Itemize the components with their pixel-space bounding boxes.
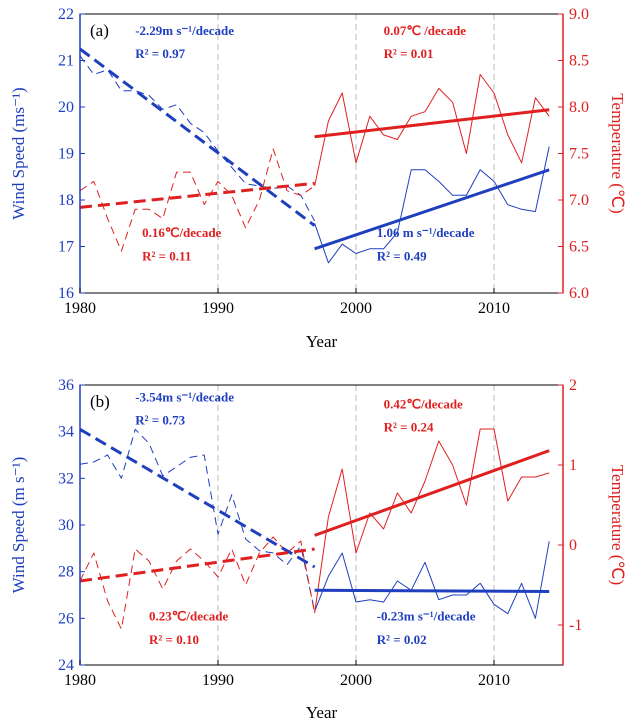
- y-right-tick-label: 7.0: [569, 192, 589, 209]
- series-line-wind-0: [79, 55, 316, 222]
- series-line-wind-1: [314, 146, 550, 264]
- series-line-wind-1: [314, 541, 550, 619]
- annotation-temp-5: R² = 0.10: [149, 632, 199, 647]
- annotation-wind-0: -2.29m s⁻¹/decade: [135, 23, 234, 38]
- y-left-tick-label: 26: [58, 610, 74, 627]
- x-tick-label: 2010: [478, 672, 510, 689]
- annotation-wind-7: R² = 0.02: [377, 632, 427, 647]
- y-left-tick-label: 30: [58, 517, 74, 534]
- chart-panel-b: 1980 1990 2000 2010 24 26 28 30 32 34 36 -1 0 1 2 Year W…: [9, 377, 627, 722]
- annotation-wind-6: -0.23m s⁻¹/decade: [377, 609, 476, 624]
- y-left-tick-label: 34: [58, 424, 74, 441]
- y-left-tick-label: 22: [58, 6, 74, 23]
- x-tick-label: 1980: [64, 300, 96, 317]
- annotation-wind-1: R² = 0.73: [135, 413, 185, 428]
- series-line-temp-3: [314, 428, 550, 614]
- y-left-tick-label: 20: [58, 99, 74, 116]
- annotation-wind-6: 1.06 m s⁻¹/decade: [377, 225, 475, 240]
- y-left-axis-label: Wind Speed (ms⁻¹): [9, 87, 28, 219]
- panel-label: (b): [90, 392, 110, 411]
- y-right-tick-label: 8.5: [569, 53, 589, 70]
- y-left-tick-label: 18: [58, 192, 74, 209]
- y-left-tick-label: 24: [58, 657, 74, 674]
- annotation-temp-4: 0.16℃/decade: [142, 225, 221, 240]
- trend-line-wind-5: [314, 168, 550, 251]
- y-left-tick-label: 16: [58, 285, 74, 302]
- series-line-temp-2: [79, 148, 315, 252]
- panel-label: (a): [90, 21, 109, 40]
- y-right-tick-label: 6.5: [569, 239, 589, 256]
- y-right-tick-label: 7.5: [569, 146, 589, 163]
- y-right-tick-label: 1: [569, 457, 577, 474]
- y-right-tick-label: 0: [569, 537, 577, 554]
- annotation-wind-0: -3.54m s⁻¹/decade: [135, 389, 234, 404]
- y-right-tick-label: 2: [569, 377, 577, 394]
- annotation-temp-4: 0.23℃/decade: [149, 609, 228, 624]
- series-line-temp-2: [79, 536, 316, 630]
- x-tick-label: 2000: [340, 300, 372, 317]
- trend-line-temp-6: [79, 547, 315, 583]
- trend-line-wind-5: [314, 588, 550, 593]
- y-right-axis-label: Temperature (℃): [608, 93, 627, 213]
- y-left-tick-label: 32: [58, 470, 74, 487]
- y-right-tick-label: 6.0: [569, 285, 589, 302]
- y-left-tick-label: 19: [58, 146, 74, 163]
- trend-line-wind-4: [79, 428, 316, 569]
- series-line-temp-3: [314, 74, 550, 187]
- x-axis-label: Year: [306, 332, 338, 351]
- y-left-axis-label: Wind Speed (m s⁻¹): [9, 457, 28, 594]
- x-tick-label: 1990: [202, 672, 234, 689]
- x-tick-label: 2010: [478, 300, 510, 317]
- annotation-temp-3: R² = 0.24: [384, 420, 434, 435]
- y-right-tick-label: -1: [569, 617, 582, 634]
- x-tick-label: 2000: [340, 672, 372, 689]
- y-left-tick-label: 36: [58, 377, 74, 394]
- annotation-wind-7: R² = 0.49: [377, 248, 427, 263]
- y-left-tick-label: 28: [58, 564, 74, 581]
- trend-line-temp-6: [79, 181, 315, 209]
- x-axis-label: Year: [306, 703, 338, 722]
- y-right-tick-label: 8.0: [569, 99, 589, 116]
- chart-panel-a: 1980 1990 2000 2010 16 17 18 19 20 21 22 6.0 6.5 7.0 7…: [9, 6, 627, 351]
- trend-line-temp-7: [314, 449, 550, 537]
- y-left-tick-label: 21: [58, 53, 74, 70]
- x-tick-label: 1980: [64, 672, 96, 689]
- y-left-tick-label: 17: [58, 239, 74, 256]
- annotation-temp-5: R² = 0.11: [142, 248, 191, 263]
- series-line-wind-0: [79, 428, 316, 612]
- x-tick-label: 1990: [202, 300, 234, 317]
- annotation-temp-2: 0.42℃/decade: [384, 396, 463, 411]
- annotation-temp-2: 0.07℃ /decade: [384, 23, 467, 38]
- trend-line-temp-7: [314, 108, 550, 139]
- y-right-axis-label: Temperature (℃): [608, 465, 627, 585]
- trend-line-wind-4: [79, 47, 316, 227]
- annotation-wind-1: R² = 0.97: [135, 46, 185, 61]
- y-right-tick-label: 9.0: [569, 6, 589, 23]
- annotation-temp-3: R² = 0.01: [384, 46, 434, 61]
